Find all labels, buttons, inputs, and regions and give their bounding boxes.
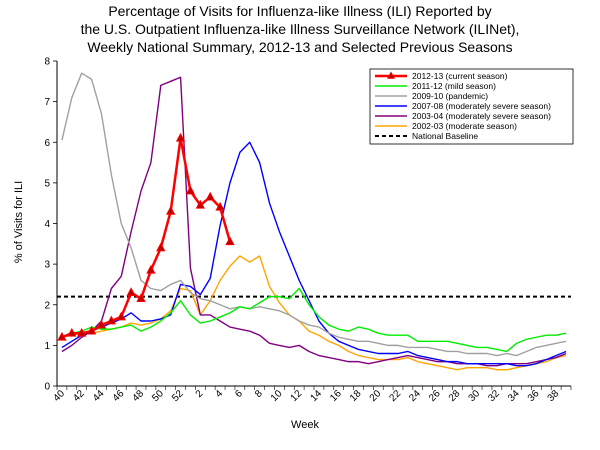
data-point-marker: [96, 319, 107, 329]
legend-label: 2003-04 (moderately severe season): [412, 111, 551, 121]
x-tick-label: 40: [51, 388, 67, 404]
x-axis-ticks: 40 42 44 46 48 50 52 2 4 6 8 10 12 14 16 18 20 22 24 26 28 30…: [51, 386, 572, 404]
y-axis-ticks: 0 1 2 3 4 5 6 7 8: [44, 57, 57, 393]
y-tick-label: 8: [44, 57, 50, 68]
x-tick-label: 26: [427, 388, 443, 404]
y-tick-label: 5: [44, 178, 50, 189]
chart-title-line-3: Weekly National Summary, 2012-13 and Sel…: [87, 39, 512, 55]
data-point-marker: [86, 325, 97, 335]
x-tick-label: 4: [214, 388, 226, 400]
data-point-marker: [67, 327, 77, 337]
x-tick-label: 50: [150, 388, 166, 404]
x-tick-label: 20: [368, 388, 384, 404]
x-tick-label: 12: [289, 388, 305, 404]
series-line-2003-04: [61, 76, 567, 367]
legend: 2012-13 (current season)2011-12 (mild se…: [369, 68, 574, 145]
x-tick-label: 8: [253, 388, 265, 400]
y-axis-title: % of Visits for ILI: [13, 181, 25, 263]
y-tick-label: 4: [44, 219, 50, 230]
data-point-marker: [57, 331, 67, 341]
chart-title-line-1: Percentage of Visits for Influenza-like …: [108, 3, 491, 19]
legend-label: 2009-10 (pandemic): [412, 91, 488, 101]
data-point-marker: [106, 315, 117, 325]
data-point-marker: [77, 327, 87, 337]
legend-label: 2007-08 (moderately severe season): [412, 101, 551, 111]
data-point-marker: [175, 132, 186, 142]
x-tick-label: 46: [111, 388, 127, 404]
legend-label: 2011-12 (mild season): [412, 81, 496, 91]
legend-marker: [386, 71, 396, 79]
x-tick-label: 6: [233, 388, 245, 400]
y-tick-label: 7: [44, 97, 50, 108]
x-axis-title: Week: [291, 419, 319, 431]
x-tick-label: 14: [308, 388, 324, 404]
series-line-2011-12: [61, 287, 567, 353]
series-line-2002-03: [61, 255, 567, 371]
legend-label: 2012-13 (current season): [412, 71, 508, 81]
x-tick-label: 2: [194, 388, 206, 400]
x-tick-label: 48: [130, 388, 146, 404]
series-line-2007-08: [61, 141, 567, 367]
x-tick-label: 34: [506, 388, 522, 404]
y-tick-label: 3: [44, 260, 50, 271]
x-tick-label: 42: [71, 388, 87, 404]
legend-label-baseline: National Baseline: [412, 131, 478, 141]
y-tick-label: 6: [44, 138, 50, 149]
x-tick-label: 18: [348, 388, 364, 404]
y-tick-label: 0: [44, 382, 50, 393]
x-tick-label: 22: [387, 388, 403, 404]
x-tick-label: 52: [170, 388, 186, 404]
data-point-marker: [116, 311, 126, 321]
data-point-marker: [215, 201, 225, 211]
x-tick-label: 30: [467, 388, 483, 404]
data-point-marker: [136, 293, 146, 303]
data-point-marker: [166, 205, 176, 215]
x-tick-label: 36: [526, 388, 542, 404]
x-tick-label: 38: [546, 388, 562, 404]
x-tick-label: 32: [486, 388, 502, 404]
data-point-marker: [225, 236, 235, 246]
data-point-marker: [205, 191, 215, 201]
x-tick-label: 10: [269, 388, 285, 404]
data-point-marker: [185, 185, 196, 195]
series-layer: [57, 72, 571, 371]
y-tick-label: 1: [44, 341, 50, 352]
x-tick-label: 28: [447, 388, 463, 404]
y-tick-label: 2: [44, 300, 50, 311]
axes: [56, 61, 571, 387]
data-point-marker: [156, 242, 166, 252]
data-point-marker: [126, 287, 136, 296]
x-tick-label: 44: [91, 388, 107, 404]
x-tick-label: 16: [328, 388, 344, 404]
data-point-marker: [195, 199, 205, 209]
chart-title-line-2: the U.S. Outpatient Influenza-like Illne…: [81, 21, 520, 37]
legend-label: 2002-03 (moderate season): [412, 121, 517, 131]
x-tick-label: 24: [407, 388, 423, 404]
data-point-marker: [146, 264, 156, 274]
chart-title: Percentage of Visits for Influenza-like …: [81, 3, 520, 55]
